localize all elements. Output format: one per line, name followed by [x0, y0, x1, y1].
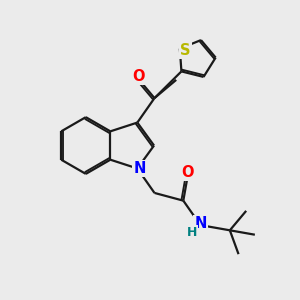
Text: S: S	[180, 43, 190, 58]
Text: H: H	[187, 226, 197, 239]
Text: N: N	[194, 216, 207, 231]
Text: N: N	[133, 161, 145, 176]
Text: O: O	[182, 165, 194, 180]
Text: O: O	[132, 69, 144, 84]
